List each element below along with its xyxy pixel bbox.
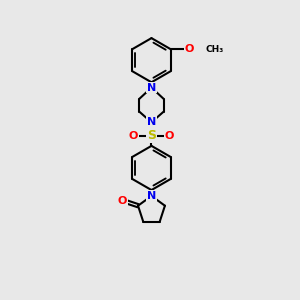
Text: N: N — [147, 117, 156, 127]
Text: N: N — [147, 82, 156, 93]
Text: O: O — [118, 196, 127, 206]
Text: O: O — [129, 130, 138, 141]
Text: N: N — [147, 191, 156, 201]
Text: CH₃: CH₃ — [205, 45, 224, 54]
Text: S: S — [147, 129, 156, 142]
Text: O: O — [165, 130, 174, 141]
Text: O: O — [184, 44, 194, 54]
